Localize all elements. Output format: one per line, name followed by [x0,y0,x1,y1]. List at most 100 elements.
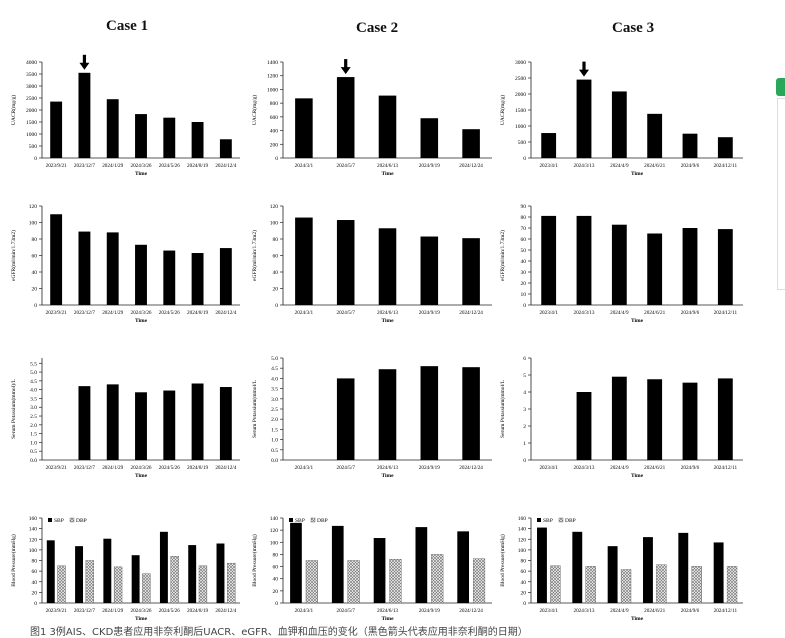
chart1-case1-bar-3 [135,114,147,158]
chart12-case3: 0 20 40 60 80 100 120 140 160 Blood Pressure(mmHg… [499,516,743,622]
chart1-case1-y-tick-label-1: 500 [29,144,38,150]
chart12-case3-y-tick-label-5: 100 [518,548,527,554]
chart6-case3-x-tick-label-5: 2024/12/11 [714,310,738,316]
chart9-case3-y-tick-label-6: 6 [523,356,526,362]
chart6-case3-bar-0 [541,215,557,305]
chart7-case1-y-tick-label-1: 0.5 [30,449,37,455]
chart12-case3-sbp-bar-3 [643,537,653,603]
chart4-case1-y-tick-label-6: 120 [29,204,38,210]
chart12-case3-y-label: Blood Pressure(mmHg) [499,534,506,587]
chart11-case2-y-tick-label-4: 80 [273,552,279,558]
chart9-case3: 0 1 2 3 4 5 6 Serum Potassium(mmol/L 2023/4/1 202… [499,356,743,479]
chart12-case3-dbp-bar-1 [585,566,596,604]
chart6-case3-y-tick-label-8: 80 [521,215,527,221]
chart5-case2-y-tick-label-2: 40 [273,270,279,276]
chart1-case1-bar-1 [78,72,91,158]
chart2-case2-y-tick-label-0: 0 [275,156,278,162]
chart6-case3-bar-1 [576,215,592,305]
chart5-case2-x-tick-label-4: 2024/12/24 [459,310,483,316]
chart9-case3-bar-4 [682,382,698,460]
chart11-case2-sbp-bar-3 [415,527,428,603]
chart4-case1-bar-5 [191,253,204,305]
chart5-case2-bar-3 [420,236,439,305]
chart8-case2: 0.0 0.5 1.0 1.5 2.0 2.5 3.0 3.5 4.0 4.5 5.0 Serum P… [251,356,492,479]
chart6-case3-x-tick-label-0: 2023/4/1 [539,310,558,316]
chart4-case1-x-tick-label-0: 2023/9/21 [46,310,67,316]
side-panel-tab[interactable] [776,78,785,96]
chart7-case1-y-label: Serum Potassium(mmol)/L [10,379,17,439]
chart9-case3-x-tick-label-2: 2024/4/9 [610,465,629,471]
case-3-title: Case 3 [612,20,655,36]
chart7-case1-bar-2 [106,384,119,460]
chart5-case2-x-tick-label-1: 2024/5/7 [336,310,355,316]
chart8-case2-y-tick-label-5: 2.5 [271,407,278,413]
chart11-case2-y-tick-label-5: 100 [270,540,279,546]
chart3-case3-bar-5 [717,137,733,158]
chart12-case3-x-tick-label-5: 2024/12/11 [714,608,738,614]
chart3-case3-x-tick-label-4: 2024/9/6 [681,163,700,169]
chart6-case3-bar-5 [717,229,733,305]
chart4-case1-bar-3 [135,244,147,305]
chart10-case1-sbp-bar-3 [131,555,140,603]
chart2-case2-x-label: Time [381,171,394,177]
chart10-case1-dbp-bar-0 [57,565,66,604]
chart10-case1-x-tick-label-4: 2024/5/26 [159,608,180,614]
chart8-case2-y-tick-label-8: 4.0 [271,376,278,382]
chart1-case1-x-tick-label-2: 2024/1/29 [102,163,123,169]
chart5-case2-y-tick-label-3: 60 [273,254,279,260]
chart2-case2-x-tick-label-3: 2024/9/19 [419,163,440,169]
chart8-case2-y-label: Serum Potassium(mmol/L [251,379,258,438]
chart7-case1-x-tick-label-6: 2024/12/4 [215,465,236,471]
chart8-case2-x-tick-label-3: 2024/9/19 [419,465,440,471]
chart8-case2-x-tick-label-1: 2024/5/7 [336,465,355,471]
chart9-case3-bar-1 [576,392,592,460]
chart12-case3-y-tick-label-4: 80 [521,559,527,565]
chart8-case2-y-tick-label-10: 5.0 [271,356,278,362]
chart12-case3-sbp-bar-4 [678,532,689,603]
chart10-case1-y-label: Blood Pressure(mmHg) [10,534,17,587]
chart4-case1-bar-1 [78,231,91,305]
chart12-case3-dbp-bar-2 [620,569,632,604]
chart5-case2-bar-1 [336,220,355,305]
chart4-case1-y-tick-label-0: 0 [34,303,37,309]
chart10-case1: 0 20 40 60 80 100 120 140 160 Blood Pressure(mmHg… [10,516,240,622]
chart12-case3-y-tick-label-6: 120 [518,537,527,543]
chart1-case1-x-tick-label-1: 2023/12/7 [74,163,95,169]
chart2-case2-y-tick-label-7: 1400 [267,60,278,66]
chart3-case3-x-tick-label-1: 2024/3/13 [573,163,594,169]
chart5-case2: 0 20 40 60 80 100 120 eGFR(ml/min/1.73m2) 2024/3… [251,204,492,324]
chart3-case3-x-tick-label-3: 2024/6/21 [644,163,665,169]
chart8-case2-y-tick-label-0: 0.0 [271,458,278,464]
chart4-case1-x-tick-label-2: 2024/1/29 [102,310,123,316]
chart9-case3-bar-5 [717,378,733,460]
chart12-case3-dbp-bar-5 [726,566,738,604]
chart1-case1-x-tick-label-5: 2024/8/19 [187,163,208,169]
chart9-case3-y-tick-label-1: 1 [523,441,526,447]
chart5-case2-y-tick-label-1: 20 [273,287,279,293]
chart12-case3-sbp-bar-5 [713,542,724,603]
chart1-case1-bar-6 [219,139,232,158]
chart11-case2-sbp-bar-2 [373,538,386,603]
chart10-case1-dbp-bar-3 [142,573,151,604]
chart10-case1-y-tick-label-1: 20 [32,590,38,596]
chart7-case1-y-tick-label-2: 1.0 [30,440,37,446]
chart2-case2-x-tick-label-1: 2024/5/7 [336,163,355,169]
chart6-case3-y-tick-label-2: 20 [521,281,527,287]
chart6-case3-y-tick-label-3: 30 [521,270,527,276]
chart7-case1-y-tick-label-8: 4.0 [30,388,37,394]
chart6-case3-y-tick-label-7: 70 [521,226,527,232]
chart10-case1-x-tick-label-2: 2024/1/29 [102,608,123,614]
chart1-case1-y-tick-label-0: 0 [34,156,37,162]
chart3-case3-y-tick-label-2: 1000 [515,124,526,130]
chart10-case1-y-tick-label-0: 0 [34,601,37,607]
chart12-case3-sbp-bar-1 [572,531,583,603]
chart5-case2-y-tick-label-0: 0 [275,303,278,309]
case-2-title: Case 2 [356,20,399,36]
chart6-case3-bar-3 [647,233,663,305]
chart12-case3-x-label: Time [631,616,644,622]
chart6-case3-bar-2 [611,224,627,305]
chart9-case3-bar-2 [611,376,627,460]
chart10-case1-x-tick-label-5: 2024/8/19 [187,608,208,614]
chart11-case2-legend-sbp-label: SBP [295,518,305,524]
chart6-case3-y-tick-label-5: 50 [521,248,527,254]
